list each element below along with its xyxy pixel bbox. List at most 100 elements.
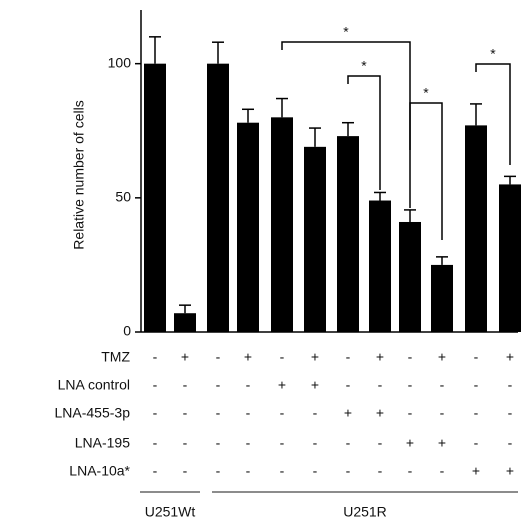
condition-mark: - bbox=[183, 405, 188, 421]
condition-mark: - bbox=[378, 463, 383, 479]
condition-mark: - bbox=[508, 377, 513, 393]
condition-mark: - bbox=[408, 377, 413, 393]
condition-mark: - bbox=[216, 405, 221, 421]
bar bbox=[499, 184, 521, 332]
condition-mark: + bbox=[376, 405, 384, 421]
bar bbox=[465, 125, 487, 332]
error-bar bbox=[436, 256, 448, 265]
bar bbox=[399, 221, 421, 332]
condition-mark: - bbox=[216, 463, 221, 479]
condition-mark: - bbox=[474, 349, 479, 365]
condition-mark: - bbox=[408, 405, 413, 421]
significance-label: * bbox=[490, 46, 496, 62]
error-bar bbox=[179, 304, 191, 314]
condition-mark: - bbox=[440, 463, 445, 479]
error-bar bbox=[374, 191, 386, 201]
condition-mark: - bbox=[216, 377, 221, 393]
condition-mark: - bbox=[246, 377, 251, 393]
group-label: U251Wt bbox=[145, 504, 196, 520]
condition-mark: - bbox=[508, 405, 513, 421]
error-bar bbox=[404, 209, 416, 222]
y-tick-label: 0 bbox=[123, 323, 131, 339]
bar bbox=[271, 117, 293, 332]
condition-mark: - bbox=[474, 405, 479, 421]
condition-mark: - bbox=[280, 405, 285, 421]
significance-label: * bbox=[343, 24, 349, 40]
condition-label: LNA-195 bbox=[75, 435, 130, 451]
error-bar bbox=[309, 127, 321, 147]
significance-label: * bbox=[361, 58, 367, 74]
condition-mark: + bbox=[406, 435, 414, 451]
bar bbox=[337, 136, 359, 332]
condition-mark: - bbox=[216, 349, 221, 365]
significance-bracket bbox=[475, 63, 511, 165]
condition-mark: - bbox=[183, 435, 188, 451]
y-tick-label: 50 bbox=[115, 189, 131, 205]
significance-bracket bbox=[347, 75, 381, 190]
condition-mark: - bbox=[280, 435, 285, 451]
condition-label: LNA-10a* bbox=[69, 463, 130, 479]
significance-bracket bbox=[409, 102, 443, 240]
condition-mark: - bbox=[346, 349, 351, 365]
condition-mark: + bbox=[278, 377, 286, 393]
bar bbox=[369, 200, 391, 332]
condition-mark: - bbox=[440, 377, 445, 393]
error-bar bbox=[342, 121, 354, 137]
condition-mark: - bbox=[313, 435, 318, 451]
condition-mark: + bbox=[311, 377, 319, 393]
bar bbox=[144, 63, 166, 333]
error-bar bbox=[242, 108, 254, 123]
error-bar bbox=[149, 36, 161, 64]
group-label: U251R bbox=[343, 504, 387, 520]
condition-mark: - bbox=[153, 349, 158, 365]
condition-mark: - bbox=[346, 377, 351, 393]
condition-mark: - bbox=[246, 435, 251, 451]
condition-mark: - bbox=[408, 463, 413, 479]
condition-mark: - bbox=[280, 463, 285, 479]
condition-label: TMZ bbox=[101, 349, 130, 365]
condition-mark: - bbox=[246, 405, 251, 421]
condition-label: LNA-455-3p bbox=[55, 405, 131, 421]
error-bar bbox=[276, 97, 288, 118]
significance-label: * bbox=[423, 85, 429, 101]
condition-mark: + bbox=[506, 349, 514, 365]
condition-mark: - bbox=[153, 435, 158, 451]
significance-bracket bbox=[281, 41, 411, 150]
condition-mark: - bbox=[313, 463, 318, 479]
condition-mark: + bbox=[181, 349, 189, 365]
error-bar bbox=[212, 41, 224, 64]
condition-mark: - bbox=[153, 405, 158, 421]
condition-mark: - bbox=[440, 405, 445, 421]
condition-mark: - bbox=[153, 463, 158, 479]
error-bar bbox=[470, 103, 482, 126]
bar bbox=[237, 122, 259, 332]
condition-mark: - bbox=[346, 435, 351, 451]
bar bbox=[304, 146, 326, 332]
condition-mark: - bbox=[313, 405, 318, 421]
condition-mark: - bbox=[346, 463, 351, 479]
condition-mark: + bbox=[506, 463, 514, 479]
condition-mark: + bbox=[344, 405, 352, 421]
error-bar bbox=[504, 175, 516, 185]
bar bbox=[207, 63, 229, 333]
y-tick-label: 100 bbox=[108, 54, 132, 70]
condition-mark: - bbox=[246, 463, 251, 479]
condition-mark: - bbox=[183, 463, 188, 479]
condition-mark: - bbox=[378, 435, 383, 451]
condition-mark: + bbox=[244, 349, 252, 365]
condition-mark: - bbox=[183, 377, 188, 393]
condition-mark: - bbox=[216, 435, 221, 451]
condition-mark: + bbox=[438, 349, 446, 365]
condition-mark: - bbox=[408, 349, 413, 365]
condition-mark: + bbox=[472, 463, 480, 479]
condition-label: LNA control bbox=[58, 377, 130, 393]
bar bbox=[431, 264, 453, 332]
y-axis-label: Relative number of cells bbox=[71, 100, 87, 249]
condition-mark: - bbox=[508, 435, 513, 451]
condition-mark: + bbox=[376, 349, 384, 365]
condition-mark: - bbox=[474, 377, 479, 393]
condition-mark: + bbox=[438, 435, 446, 451]
condition-mark: - bbox=[280, 349, 285, 365]
condition-mark: - bbox=[378, 377, 383, 393]
